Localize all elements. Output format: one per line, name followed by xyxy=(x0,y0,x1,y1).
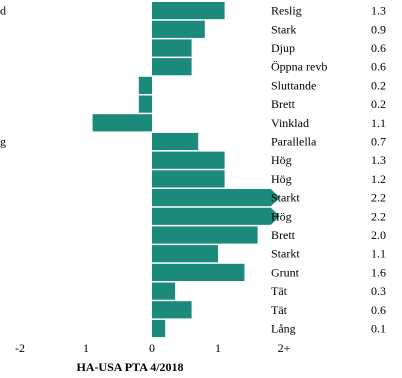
category-label: Hög xyxy=(271,209,292,223)
value-label: 1.6 xyxy=(371,265,386,279)
category-label: Lång xyxy=(271,322,296,336)
x-tick-label: 0 xyxy=(149,341,155,355)
bar xyxy=(152,207,280,225)
category-label: Tät xyxy=(271,284,288,298)
category-label: Stark xyxy=(271,22,296,36)
bar xyxy=(92,114,152,132)
category-label: Öppna revb xyxy=(271,60,327,74)
x-tick-label: -2 xyxy=(15,341,25,355)
bar xyxy=(152,151,225,169)
value-label: 0.6 xyxy=(371,60,386,74)
category-label: Grunt xyxy=(271,265,300,279)
bar xyxy=(138,76,152,94)
value-label: 1.2 xyxy=(371,172,386,186)
category-label: Vinklad xyxy=(271,116,309,130)
bar xyxy=(152,226,258,244)
value-label: 0.6 xyxy=(371,41,386,55)
x-axis-ticks: -2 1 0 1 2+ xyxy=(15,341,291,355)
value-label: 1.1 xyxy=(371,247,386,261)
value-label: 1.3 xyxy=(371,153,386,167)
bar xyxy=(152,20,205,38)
bar xyxy=(152,39,192,57)
category-label: Tät xyxy=(271,303,288,317)
value-labels: 1.3 0.9 0.6 0.6 0.2 0.2 1.1 0.7 1.3 1.2 2.2 2.2 2.0 1… xyxy=(371,4,386,336)
bar xyxy=(152,282,176,300)
value-label: 0.9 xyxy=(371,22,386,36)
left-labels: dg xyxy=(0,4,6,149)
x-tick-label: 1 xyxy=(215,341,221,355)
bar xyxy=(152,319,166,338)
left-label: d xyxy=(0,4,6,18)
value-label: 2.2 xyxy=(371,191,386,205)
value-label: 0.6 xyxy=(371,303,386,317)
bar xyxy=(152,2,225,20)
bar xyxy=(152,58,192,76)
value-label: 0.2 xyxy=(371,97,386,111)
category-label: Djup xyxy=(271,41,295,55)
value-label: 0.7 xyxy=(371,135,386,149)
chart-title: HA-USA PTA 4/2018 xyxy=(76,360,183,374)
bar xyxy=(138,95,152,113)
category-labels: Reslig Stark Djup Öppna revb Sluttande Brett V… xyxy=(271,4,327,336)
bars xyxy=(92,2,280,338)
category-label: Brett xyxy=(271,228,296,242)
bar xyxy=(152,132,199,151)
bar xyxy=(152,245,218,263)
bar xyxy=(152,301,192,319)
x-tick-label: 1 xyxy=(83,341,89,355)
category-label: Reslig xyxy=(271,4,302,18)
left-label: g xyxy=(0,135,6,149)
category-label: Hög xyxy=(271,172,292,186)
category-label: Starkt xyxy=(271,247,300,261)
category-label: Brett xyxy=(271,97,296,111)
value-label: 2.2 xyxy=(371,209,386,223)
category-label: Sluttande xyxy=(271,78,316,92)
value-label: 1.1 xyxy=(371,116,386,130)
value-label: 0.3 xyxy=(371,284,386,298)
category-label: Hög xyxy=(271,153,292,167)
value-label: 0.2 xyxy=(371,78,386,92)
bar xyxy=(152,189,280,207)
value-label: 0.1 xyxy=(371,322,386,336)
value-label: 2.0 xyxy=(371,228,386,242)
bar xyxy=(152,170,225,188)
value-label: 1.3 xyxy=(371,4,386,18)
category-label: Parallella xyxy=(271,135,317,149)
category-label: Starkt xyxy=(271,191,300,205)
x-tick-label: 2+ xyxy=(278,341,291,355)
bar xyxy=(152,263,245,281)
